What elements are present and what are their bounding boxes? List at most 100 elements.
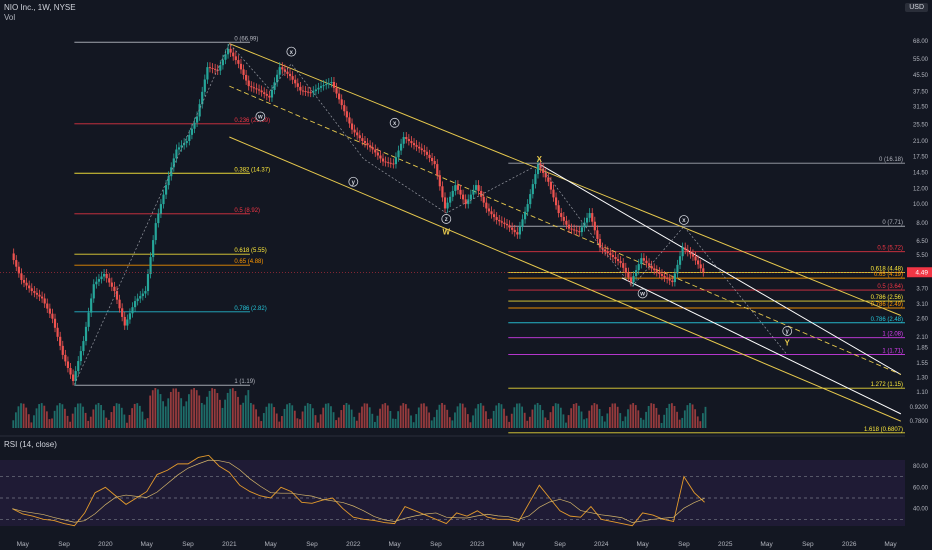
volume-bar bbox=[66, 415, 69, 428]
volume-bar bbox=[167, 398, 170, 428]
volume-bar bbox=[188, 394, 190, 428]
candle-body bbox=[420, 148, 423, 151]
volume-bar bbox=[169, 391, 172, 428]
candle-body bbox=[43, 298, 46, 304]
volume-bar bbox=[366, 403, 369, 428]
x-tick-label: May bbox=[884, 541, 897, 548]
candle-body bbox=[152, 240, 155, 258]
candle-body bbox=[412, 143, 416, 146]
volume-bar bbox=[423, 403, 425, 428]
candle-body bbox=[689, 252, 692, 255]
candle-body bbox=[270, 89, 274, 98]
x-tick-label: May bbox=[265, 541, 278, 548]
candle-body bbox=[203, 79, 206, 92]
candle-body bbox=[423, 150, 426, 152]
volume-bar bbox=[658, 414, 660, 428]
candle-body bbox=[495, 217, 498, 220]
candle-body bbox=[74, 371, 77, 382]
candle-body bbox=[678, 256, 682, 265]
candle-body bbox=[660, 274, 664, 276]
candle-body bbox=[425, 151, 429, 155]
candle-body bbox=[671, 280, 674, 283]
candle-body bbox=[126, 319, 129, 326]
volume-bar bbox=[500, 404, 503, 428]
volume-bar bbox=[133, 403, 136, 428]
candle-body bbox=[691, 254, 695, 257]
volume-bar bbox=[250, 403, 252, 428]
volume-bar bbox=[87, 420, 90, 428]
candle-body bbox=[697, 260, 700, 265]
candle-body bbox=[616, 259, 620, 262]
x-tick-label: Sep bbox=[554, 541, 566, 548]
volume-bar bbox=[678, 419, 681, 428]
volume-label: Vol bbox=[4, 13, 16, 22]
candle-body bbox=[410, 141, 413, 144]
volume-bar bbox=[25, 407, 28, 428]
candle-body bbox=[338, 93, 341, 100]
volume-bar bbox=[559, 407, 562, 428]
currency-badge[interactable]: USD bbox=[905, 3, 928, 12]
candle-body bbox=[593, 221, 596, 231]
volume-bar bbox=[102, 410, 105, 428]
volume-bar bbox=[464, 407, 467, 428]
candle-body bbox=[35, 292, 39, 295]
candle-body bbox=[676, 264, 679, 274]
volume-bar bbox=[443, 404, 446, 428]
candle-body bbox=[531, 184, 534, 195]
candle-body bbox=[288, 73, 292, 77]
rsi-band bbox=[0, 460, 905, 526]
volume-bar bbox=[35, 408, 38, 428]
candle-body bbox=[614, 257, 617, 260]
candle-body bbox=[443, 197, 447, 209]
volume-bar bbox=[262, 413, 265, 428]
volume-bar bbox=[30, 422, 33, 428]
candle-body bbox=[521, 219, 524, 227]
volume-bar bbox=[175, 388, 177, 428]
volume-bar bbox=[74, 407, 77, 428]
candle-body bbox=[454, 185, 457, 191]
candle-body bbox=[673, 273, 676, 283]
candle-body bbox=[348, 117, 351, 124]
candle-body bbox=[299, 86, 302, 91]
candle-body bbox=[146, 274, 150, 292]
volume-bar bbox=[384, 403, 387, 428]
last-price-label: 4.49 bbox=[915, 270, 928, 277]
symbol-title: NIO Inc., 1W, NYSE bbox=[4, 3, 76, 12]
candle-body bbox=[407, 139, 410, 142]
volume-bar bbox=[348, 404, 350, 428]
candle-body bbox=[619, 261, 622, 264]
candle-body bbox=[177, 147, 181, 150]
volume-bar bbox=[694, 409, 697, 428]
candle-body bbox=[172, 158, 175, 168]
x-tick-label: May bbox=[760, 541, 773, 548]
candle-body bbox=[632, 276, 635, 283]
candle-body bbox=[485, 202, 488, 209]
volume-bar bbox=[306, 403, 309, 428]
candle-body bbox=[206, 67, 209, 80]
candle-body bbox=[82, 341, 85, 352]
volume-bar bbox=[642, 419, 645, 428]
volume-bar bbox=[454, 412, 456, 428]
volume-bar bbox=[671, 403, 673, 428]
candle-body bbox=[115, 291, 119, 300]
volume-bar bbox=[40, 403, 43, 428]
x-tick-label: Sep bbox=[182, 541, 194, 548]
volume-bar bbox=[314, 415, 317, 428]
candle-body bbox=[188, 134, 191, 141]
y-tick-label: 3.10 bbox=[916, 302, 928, 308]
volume-bar bbox=[211, 388, 214, 428]
volume-bar bbox=[299, 419, 301, 428]
volume-bar bbox=[265, 406, 268, 428]
volume-bar bbox=[242, 402, 245, 428]
volume-bar bbox=[466, 414, 469, 428]
volume-bar bbox=[38, 404, 41, 428]
candle-body bbox=[363, 140, 367, 144]
volume-bar bbox=[164, 406, 167, 428]
x-tick-label: Sep bbox=[306, 541, 318, 548]
rsi-ma-line bbox=[12, 459, 705, 523]
fib-label: 1.272 (1.15) bbox=[871, 382, 903, 388]
candle-body bbox=[185, 140, 188, 144]
y-tick-label: 5.50 bbox=[916, 253, 928, 259]
candle-body bbox=[71, 374, 75, 382]
